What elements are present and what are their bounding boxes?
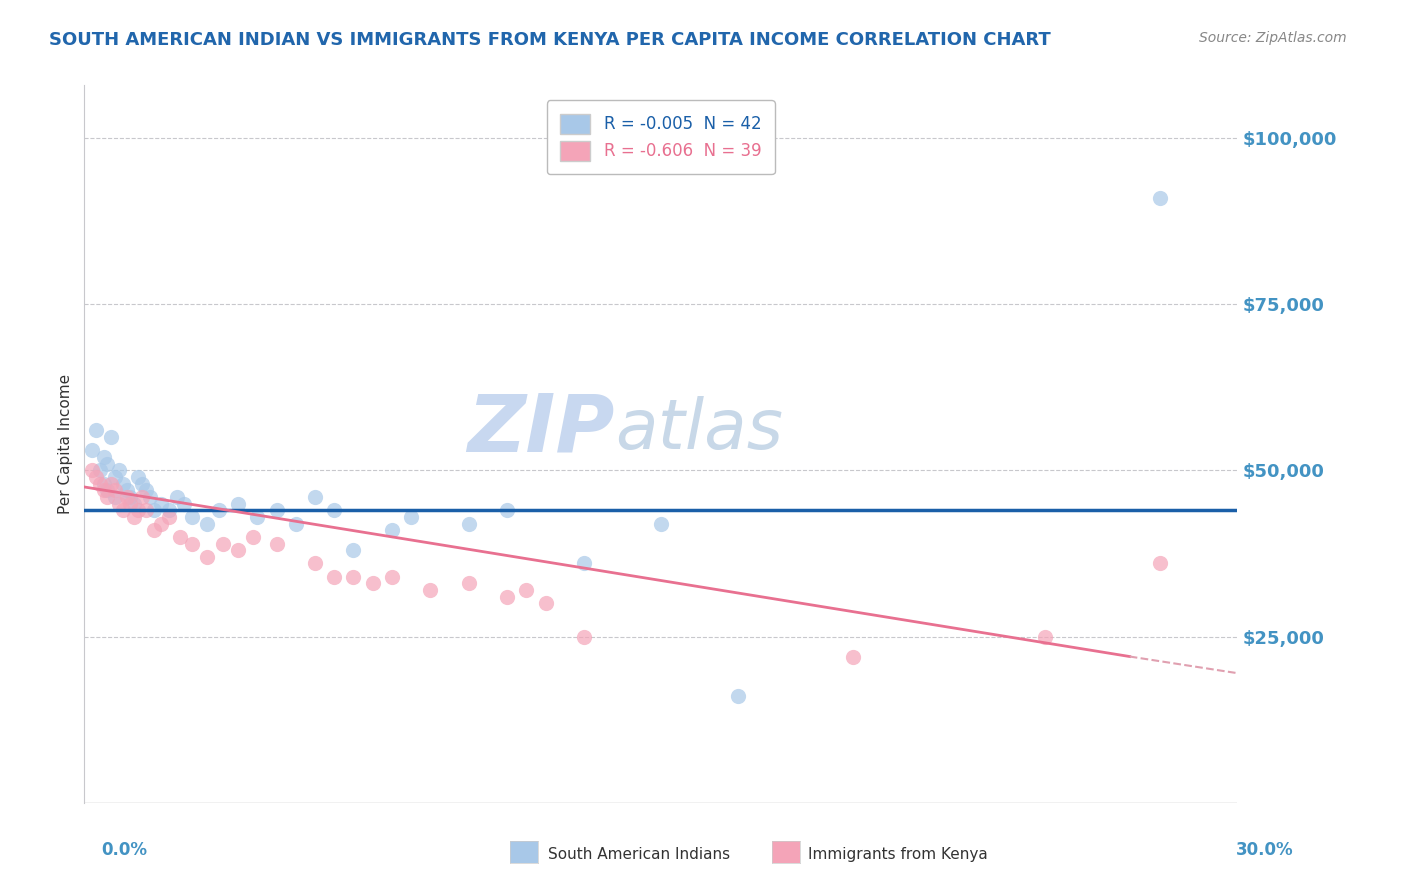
- Point: [131, 490, 153, 504]
- Point: [381, 523, 404, 537]
- Point: [108, 497, 131, 511]
- Point: [496, 503, 519, 517]
- Point: [127, 470, 149, 484]
- Point: [381, 570, 404, 584]
- Point: [111, 503, 134, 517]
- Point: [226, 543, 249, 558]
- Point: [89, 476, 111, 491]
- Point: [342, 570, 364, 584]
- Point: [80, 463, 103, 477]
- Point: [142, 503, 165, 517]
- Point: [195, 549, 218, 564]
- Point: [104, 470, 127, 484]
- Point: [138, 490, 160, 504]
- Text: 30.0%: 30.0%: [1236, 841, 1294, 859]
- Point: [1149, 557, 1171, 571]
- Point: [246, 509, 269, 524]
- Point: [419, 582, 441, 597]
- Point: [457, 516, 479, 531]
- Point: [84, 424, 107, 438]
- Point: [496, 590, 519, 604]
- Point: [89, 463, 111, 477]
- Point: [166, 490, 188, 504]
- Point: [323, 570, 346, 584]
- Point: [104, 490, 127, 504]
- Point: [650, 516, 672, 531]
- Point: [157, 503, 180, 517]
- Point: [150, 497, 173, 511]
- Point: [226, 497, 249, 511]
- Point: [150, 516, 173, 531]
- Point: [169, 530, 191, 544]
- Point: [457, 576, 479, 591]
- Point: [157, 509, 180, 524]
- Text: South American Indians: South American Indians: [548, 847, 731, 862]
- Point: [399, 509, 422, 524]
- Point: [1033, 630, 1056, 644]
- Point: [84, 470, 107, 484]
- Text: atlas: atlas: [614, 396, 783, 463]
- Point: [96, 490, 118, 504]
- Point: [93, 483, 115, 498]
- Point: [108, 463, 131, 477]
- Text: SOUTH AMERICAN INDIAN VS IMMIGRANTS FROM KENYA PER CAPITA INCOME CORRELATION CHA: SOUTH AMERICAN INDIAN VS IMMIGRANTS FROM…: [49, 31, 1050, 49]
- Point: [195, 516, 218, 531]
- Legend: R = -0.005  N = 42, R = -0.606  N = 39: R = -0.005 N = 42, R = -0.606 N = 39: [547, 100, 775, 174]
- Point: [93, 476, 115, 491]
- Point: [80, 443, 103, 458]
- Point: [266, 536, 288, 550]
- Point: [115, 483, 138, 498]
- Point: [304, 490, 326, 504]
- Point: [727, 690, 749, 704]
- Point: [100, 476, 122, 491]
- Point: [323, 503, 346, 517]
- Point: [515, 582, 537, 597]
- Point: [96, 483, 118, 498]
- Point: [93, 450, 115, 464]
- Text: ZIP: ZIP: [467, 391, 614, 468]
- Text: Source: ZipAtlas.com: Source: ZipAtlas.com: [1199, 31, 1347, 45]
- Point: [173, 497, 195, 511]
- Point: [361, 576, 384, 591]
- Point: [115, 490, 138, 504]
- Point: [208, 503, 231, 517]
- Point: [135, 483, 157, 498]
- Y-axis label: Per Capita Income: Per Capita Income: [58, 374, 73, 514]
- Point: [572, 557, 595, 571]
- Point: [142, 523, 165, 537]
- Point: [181, 509, 204, 524]
- Point: [1149, 191, 1171, 205]
- Point: [127, 503, 149, 517]
- Point: [111, 476, 134, 491]
- Text: 0.0%: 0.0%: [101, 841, 148, 859]
- Point: [304, 557, 326, 571]
- Point: [342, 543, 364, 558]
- Point: [572, 630, 595, 644]
- Point: [100, 430, 122, 444]
- Point: [131, 476, 153, 491]
- Point: [120, 497, 142, 511]
- Point: [104, 483, 127, 498]
- Point: [135, 503, 157, 517]
- Point: [284, 516, 307, 531]
- Point: [534, 596, 557, 610]
- Point: [181, 536, 204, 550]
- Point: [124, 497, 146, 511]
- Point: [242, 530, 264, 544]
- Point: [124, 509, 146, 524]
- Text: Immigrants from Kenya: Immigrants from Kenya: [808, 847, 988, 862]
- Point: [120, 490, 142, 504]
- Point: [842, 649, 865, 664]
- Point: [96, 457, 118, 471]
- Point: [266, 503, 288, 517]
- Point: [211, 536, 233, 550]
